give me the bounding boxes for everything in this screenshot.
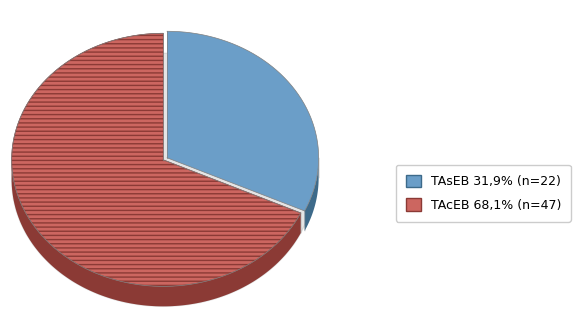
Ellipse shape: [12, 53, 315, 306]
Polygon shape: [12, 163, 301, 306]
Legend: TAsEB 31,9% (n=22), TAcEB 68,1% (n=47): TAsEB 31,9% (n=22), TAcEB 68,1% (n=47): [395, 165, 571, 222]
Polygon shape: [305, 158, 319, 231]
Polygon shape: [12, 33, 301, 286]
Polygon shape: [167, 31, 319, 211]
